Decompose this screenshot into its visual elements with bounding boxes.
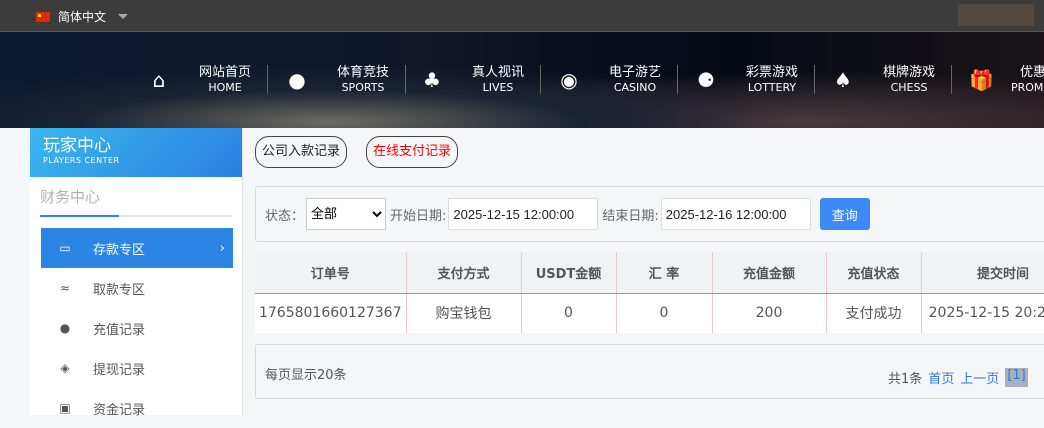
roulette-icon: ◉: [560, 68, 578, 92]
pagination-bar: 每页显示20条 共1条 首页 上一页 [1]: [255, 344, 1044, 399]
spade-icon: ♠: [834, 68, 852, 92]
nav-sublabel: CHESS: [890, 81, 928, 94]
start-date-label: 开始日期:: [390, 208, 447, 224]
sidebar-subtitle: PLAYERS CENTER: [43, 156, 120, 165]
language-selector[interactable]: 简体中文: [36, 8, 129, 25]
card-icon: ▭: [59, 241, 71, 255]
column-header: 支付方式: [406, 252, 522, 294]
table-cell: 2025-12-15 20:27:46: [921, 293, 1044, 333]
nav-item-home[interactable]: ⌂ 网站首页 HOME: [148, 65, 260, 95]
nav-item-chess[interactable]: ♠ 棋牌游戏 CHESS: [832, 65, 944, 95]
nav-label: 彩票游戏: [745, 65, 798, 80]
header-banner: ⌂ 网站首页 HOME ● 体育竞技 SPORTS ♣ 真人视讯 LIVES ◉ 电子游艺 CASIN…: [0, 32, 1044, 128]
user-area: [958, 4, 1034, 26]
cards-icon: ♣: [423, 68, 441, 92]
nav-item-promotions[interactable]: 🎁 优惠活动PROMOTIONS: [969, 65, 1044, 95]
gift-icon: 🎁: [969, 68, 994, 92]
status-select[interactable]: 全部: [306, 198, 387, 230]
nav-label: 棋牌游戏: [882, 65, 935, 80]
nav-item-sports[interactable]: ● 体育竞技 SPORTS: [286, 65, 398, 95]
nav-label: 体育竞技: [336, 65, 389, 80]
nav-sublabel: LIVES: [482, 81, 514, 94]
current-page[interactable]: [1]: [1005, 368, 1028, 387]
column-header: USDT金额: [521, 252, 617, 294]
nav-divider: [677, 65, 678, 94]
china-flag-icon: [36, 11, 50, 22]
table-cell: 支付成功: [826, 293, 922, 333]
sidebar: 玩家中心 PLAYERS CENTER 财务中心 ▭ 存款专区 › ≈ 取款专区 ● 充值记…: [30, 128, 243, 418]
chevron-right-icon: ›: [219, 240, 225, 256]
total-count: 共1条: [888, 372, 923, 387]
players-center-header: 玩家中心 PLAYERS CENTER: [30, 128, 242, 177]
table-cell: 0: [616, 293, 713, 333]
wallet-icon: ◈: [60, 361, 70, 375]
nav-label: 电子游艺: [608, 65, 661, 80]
sidebar-item-0[interactable]: ▭ 存款专区 ›: [41, 228, 233, 268]
sidebar-item-3[interactable]: ◈ 提现记录: [41, 348, 233, 388]
nav-sublabel: LOTTERY: [747, 81, 797, 94]
nav-divider: [540, 65, 541, 94]
tab-online-payment-records[interactable]: 在线支付记录: [366, 136, 459, 168]
table-cell: 购宝钱包: [406, 293, 522, 333]
nav-item-lottery[interactable]: ⚈ 彩票游戏 LOTTERY: [695, 65, 807, 95]
table-cell: 1765801660127367: [255, 293, 407, 333]
nav-sublabel: PROMOTIONS: [1011, 81, 1044, 94]
column-header: 提交时间: [921, 252, 1044, 294]
nav-item-casino[interactable]: ◉ 电子游艺 CASINO: [558, 65, 670, 95]
sidebar-item-label: 资金记录: [93, 402, 146, 418]
query-button[interactable]: 查询: [819, 198, 870, 230]
filter-bar: 状态： 全部 开始日期: 结束日期: 查询: [255, 186, 1044, 242]
column-header: 订单号: [255, 252, 407, 294]
status-label: 状态：: [265, 208, 305, 224]
tab-company-deposit-records[interactable]: 公司入款记录: [255, 136, 348, 168]
bag-icon: ▣: [59, 401, 71, 415]
nav-divider: [405, 65, 406, 94]
finance-center-heading: 财务中心: [40, 177, 232, 217]
money-bag-icon: ●: [59, 321, 71, 335]
column-header: 汇 率: [616, 252, 713, 294]
ball-icon: ●: [288, 68, 306, 92]
nav-item-lives[interactable]: ♣ 真人视讯 LIVES: [421, 65, 533, 95]
nav-divider: [267, 65, 268, 94]
column-header: 充值状态: [826, 252, 922, 294]
nav-label: 网站首页: [198, 65, 251, 80]
nav-label: 优惠活动: [1019, 65, 1044, 80]
nav-sublabel: HOME: [208, 81, 242, 94]
table-cell: 200: [712, 293, 827, 333]
sidebar-item-label: 取款专区: [93, 282, 146, 298]
lottery-balls-icon: ⚈: [697, 68, 715, 92]
sidebar-item-label: 充值记录: [93, 322, 146, 338]
column-header: 充值金额: [712, 252, 827, 294]
end-date-label: 结束日期:: [602, 208, 659, 224]
sidebar-title: 玩家中心: [43, 136, 111, 156]
table-cell: 0: [521, 293, 617, 333]
page-size-text: 每页显示20条: [265, 368, 347, 383]
nav-divider: [814, 65, 815, 94]
start-date-input[interactable]: [448, 198, 599, 230]
end-date-input[interactable]: [660, 198, 811, 230]
sidebar-item-1[interactable]: ≈ 取款专区: [41, 268, 233, 308]
sidebar-item-label: 存款专区: [93, 242, 146, 258]
prev-page-link[interactable]: 上一页: [960, 372, 1000, 387]
nav-label: 真人视讯: [471, 65, 524, 80]
first-page-link[interactable]: 首页: [928, 372, 955, 387]
home-icon: ⌂: [152, 68, 166, 92]
hand-money-icon: ≈: [59, 281, 71, 295]
language-label: 简体中文: [58, 10, 107, 24]
caret-down-icon: [118, 14, 129, 19]
nav-divider: [951, 65, 952, 94]
top-bar: 简体中文: [0, 0, 1044, 32]
table-row: 1765801660127367 购宝钱包 0 0 200 支付成功 2025-12-15 …: [255, 293, 1044, 333]
sidebar-item-4[interactable]: ▣ 资金记录: [41, 388, 233, 428]
payment-records-table: 订单号 支付方式 USDT金额汇 率充值金额 充值状态 提交时间 17658016601…: [255, 252, 1044, 333]
sidebar-item-2[interactable]: ● 充值记录: [41, 308, 233, 348]
nav-sublabel: CASINO: [613, 81, 657, 94]
sidebar-item-label: 提现记录: [93, 362, 146, 378]
nav-sublabel: SPORTS: [341, 81, 385, 94]
